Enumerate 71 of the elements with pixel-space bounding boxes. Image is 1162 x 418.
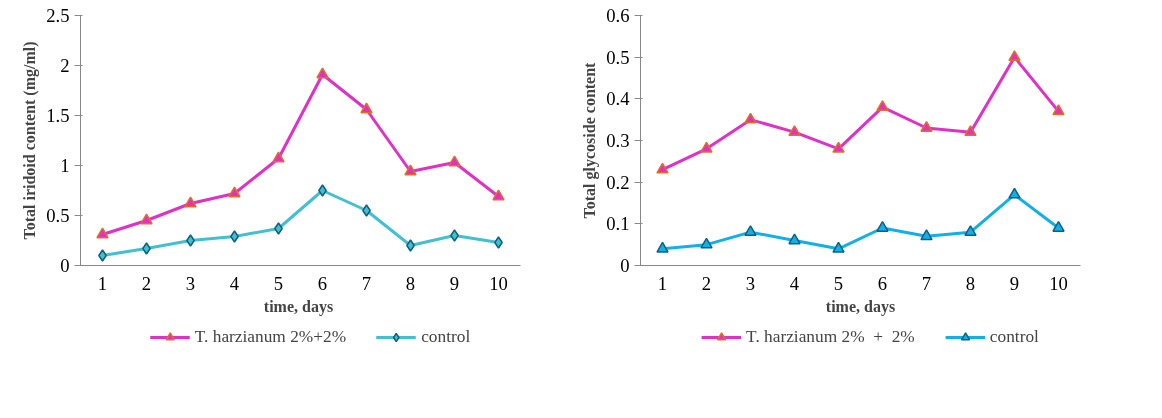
x-tick-label: 1 bbox=[657, 272, 668, 294]
y-tick-label: 0.5 bbox=[606, 46, 630, 68]
legend-label: T. harzianum 2%+2% bbox=[194, 327, 347, 347]
point bbox=[360, 102, 373, 114]
legend-label: T. harzianum 2% + 2% bbox=[746, 327, 915, 347]
x-tick-label: 5 bbox=[833, 272, 844, 294]
point bbox=[964, 125, 977, 137]
x-tick-label: 9 bbox=[449, 272, 460, 294]
point bbox=[448, 155, 461, 167]
x-tick-label: 4 bbox=[229, 272, 240, 294]
x-tick-label: 10 bbox=[1049, 272, 1068, 294]
y-tick-label: 1.5 bbox=[46, 105, 70, 126]
y-tick-label: 0.3 bbox=[606, 130, 630, 151]
point bbox=[656, 241, 669, 253]
point bbox=[832, 141, 845, 153]
x-axis-title: time, days bbox=[825, 297, 896, 316]
x-tick-label: 3 bbox=[185, 272, 196, 294]
point bbox=[700, 141, 713, 153]
y-tick-label: 0.1 bbox=[606, 213, 630, 235]
point bbox=[920, 229, 933, 241]
x-tick-label: 7 bbox=[921, 272, 932, 294]
x-tick-label: 10 bbox=[489, 272, 508, 294]
point bbox=[744, 112, 757, 124]
point bbox=[1052, 220, 1065, 232]
y-axis-title: Total glycoside content bbox=[581, 61, 600, 219]
x-tick-label: 1 bbox=[97, 272, 108, 294]
point bbox=[316, 67, 329, 79]
y-tick-label: 0.2 bbox=[606, 171, 630, 193]
x-tick-label: 7 bbox=[361, 272, 372, 294]
x-tick-label: 5 bbox=[273, 272, 284, 294]
point bbox=[788, 125, 801, 137]
point bbox=[920, 120, 933, 132]
point bbox=[184, 196, 197, 208]
y-tick-label: 0 bbox=[620, 255, 630, 276]
x-tick-label: 8 bbox=[405, 272, 416, 294]
point bbox=[964, 225, 977, 237]
x-axis-title: time, days bbox=[263, 297, 334, 316]
point bbox=[228, 186, 241, 198]
point bbox=[700, 237, 713, 249]
point bbox=[876, 100, 889, 112]
x-tick-label: 2 bbox=[141, 272, 152, 294]
x-tick-label: 6 bbox=[317, 272, 328, 294]
y-tick-label: 0 bbox=[60, 255, 70, 276]
y-tick-label: 2 bbox=[60, 55, 70, 76]
point bbox=[744, 225, 757, 237]
point bbox=[492, 189, 505, 201]
y-tick-label: 0.6 bbox=[606, 5, 630, 26]
x-tick-label: 6 bbox=[877, 272, 888, 294]
legend-label: control bbox=[421, 327, 471, 347]
point bbox=[1008, 50, 1021, 62]
x-tick-label: 4 bbox=[789, 272, 800, 294]
legend-label: control bbox=[989, 327, 1039, 347]
x-tick-label: 3 bbox=[745, 272, 756, 294]
point bbox=[788, 233, 801, 245]
y-axis-title: Total iridoid content (mg/ml) bbox=[21, 41, 40, 240]
point bbox=[832, 241, 845, 253]
x-tick-label: 2 bbox=[701, 272, 712, 294]
point bbox=[140, 213, 153, 225]
point bbox=[404, 164, 417, 176]
point bbox=[656, 162, 669, 174]
point bbox=[1052, 104, 1065, 116]
y-tick-label: 1 bbox=[60, 155, 70, 176]
y-tick-label: 2.5 bbox=[46, 5, 70, 26]
point bbox=[1008, 187, 1021, 199]
y-tick-label: 0.4 bbox=[606, 88, 631, 110]
point bbox=[876, 220, 889, 232]
x-tick-label: 9 bbox=[1009, 272, 1020, 294]
point bbox=[96, 227, 109, 239]
y-tick-label: 0.5 bbox=[46, 205, 70, 226]
x-tick-label: 8 bbox=[965, 272, 976, 294]
point bbox=[272, 151, 285, 163]
